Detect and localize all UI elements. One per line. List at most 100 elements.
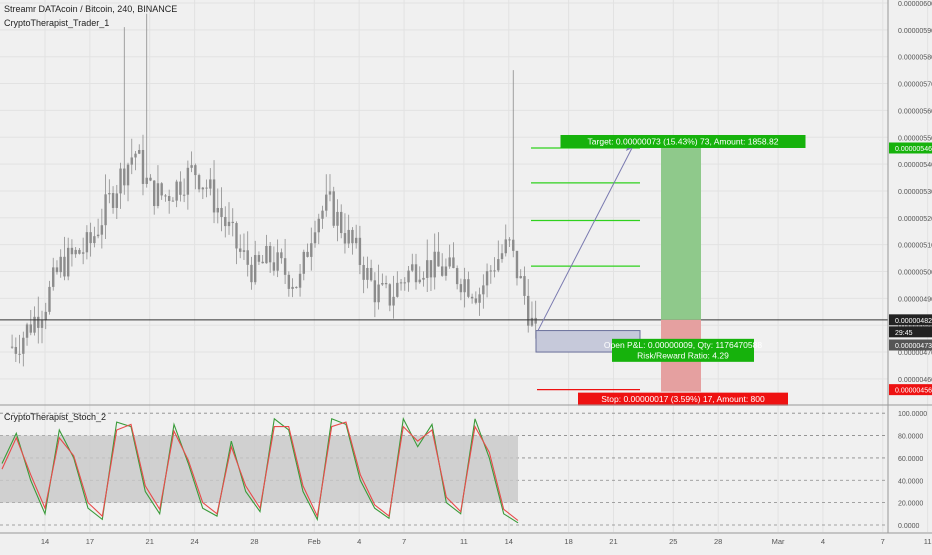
candle-body bbox=[343, 233, 347, 244]
candle-body bbox=[276, 252, 279, 271]
candle-body bbox=[145, 177, 148, 184]
secondary-price-tag: 0.00000473 bbox=[889, 339, 932, 351]
candle-body bbox=[78, 249, 81, 254]
candle-body bbox=[246, 250, 249, 265]
candle-body bbox=[418, 279, 421, 283]
stoch-tick-label: 40.0000 bbox=[898, 478, 923, 485]
candle-body bbox=[362, 264, 365, 280]
candle-body bbox=[467, 279, 470, 297]
candle-body bbox=[519, 276, 522, 279]
price-tick-label: 0.00000590 bbox=[898, 28, 932, 35]
candle-body bbox=[373, 280, 377, 303]
candle-body bbox=[81, 252, 85, 254]
candle-body bbox=[14, 346, 18, 354]
candle-body bbox=[126, 164, 130, 186]
candle-body bbox=[377, 284, 380, 303]
target-label-bg bbox=[560, 134, 806, 148]
candle-body bbox=[396, 282, 399, 297]
stop-label[interactable]: Stop: 0.00000017 (3.59%) 17, Amount: 800 bbox=[578, 392, 788, 406]
candle-body bbox=[448, 257, 451, 267]
candle-body bbox=[167, 196, 171, 201]
candle-body bbox=[351, 229, 354, 244]
candle-body bbox=[478, 294, 481, 303]
candle-body bbox=[283, 258, 287, 275]
stop-price-tag: 0.00000456 bbox=[889, 384, 932, 396]
candle-body bbox=[321, 210, 324, 219]
candle-body bbox=[186, 167, 190, 195]
candle-body bbox=[179, 181, 182, 195]
candle-body bbox=[153, 180, 156, 207]
candle-body bbox=[190, 165, 193, 168]
pnl-label[interactable]: Open P&L: 0.00000009, Qty: 1176470588Ris… bbox=[604, 338, 762, 362]
price-tick-label: 0.00000550 bbox=[898, 135, 932, 142]
price-tick-label: 0.00000600 bbox=[898, 1, 932, 8]
target-price-tag-text: 0.00000546 bbox=[895, 146, 932, 153]
candle-body bbox=[482, 285, 485, 295]
candle-body bbox=[29, 324, 32, 333]
secondary-price-tag-bg bbox=[889, 339, 932, 351]
current-price-tag-bg bbox=[889, 314, 932, 326]
candle-body bbox=[134, 153, 137, 158]
candle-body bbox=[33, 316, 36, 333]
target-label-text: Target: 0.00000073 (15.43%) 73, Amount: … bbox=[588, 136, 779, 146]
candle-body bbox=[354, 237, 358, 244]
candle-body bbox=[530, 317, 534, 326]
candle-body bbox=[123, 168, 126, 186]
stoch-tick-label: 80.0000 bbox=[898, 434, 923, 441]
candle-body bbox=[459, 284, 463, 293]
candle-body bbox=[111, 193, 115, 208]
candle-body bbox=[452, 257, 455, 269]
candle-body bbox=[250, 264, 253, 283]
target-label[interactable]: Target: 0.00000073 (15.43%) 73, Amount: … bbox=[560, 134, 806, 148]
rr-text: Risk/Reward Ratio: 4.29 bbox=[637, 350, 729, 360]
candle-body bbox=[164, 195, 167, 197]
stoch-tick-label: 0.0000 bbox=[898, 523, 920, 530]
indicator-title: CryptoTherapist_Trader_1 bbox=[4, 18, 110, 28]
symbol-title: Streamr DATAcoin / Bitcoin, 240, BINANCE bbox=[4, 4, 178, 14]
time-tick-label: 21 bbox=[609, 537, 617, 546]
candle-body bbox=[411, 264, 414, 271]
candle-body bbox=[194, 165, 197, 176]
time-tick-label: 14 bbox=[505, 537, 513, 546]
candle-body bbox=[108, 193, 111, 195]
candle-body bbox=[25, 324, 29, 338]
candle-body bbox=[437, 251, 440, 267]
candle-body bbox=[212, 179, 216, 213]
time-tick-label: 18 bbox=[564, 537, 572, 546]
candle-body bbox=[197, 175, 201, 190]
long-position-tool[interactable]: Target: 0.00000073 (15.43%) 73, Amount: … bbox=[531, 134, 806, 406]
price-tick-label: 0.00000530 bbox=[898, 189, 932, 196]
time-tick-label: 28 bbox=[714, 537, 722, 546]
target-arrow bbox=[537, 147, 633, 331]
candle-body bbox=[388, 284, 392, 306]
candle-body bbox=[220, 207, 223, 217]
candle-body bbox=[141, 149, 145, 184]
price-tick-label: 0.00000540 bbox=[898, 162, 932, 169]
candle-body bbox=[444, 266, 448, 276]
candle-body bbox=[265, 245, 268, 264]
stoch-series-1 bbox=[1, 417, 519, 524]
time-tick-label: 14 bbox=[41, 537, 49, 546]
candle-body bbox=[89, 232, 92, 244]
candle-body bbox=[130, 157, 133, 165]
candle-body bbox=[85, 232, 89, 253]
candle-body bbox=[422, 277, 425, 280]
candle-body bbox=[497, 259, 500, 271]
candle-body bbox=[253, 255, 257, 283]
candle-body bbox=[455, 268, 459, 285]
candle-body bbox=[268, 245, 272, 263]
candle-body bbox=[291, 286, 294, 289]
candle-body bbox=[523, 276, 526, 296]
candle-body bbox=[298, 273, 302, 288]
candle-body bbox=[381, 283, 384, 285]
candle-body bbox=[306, 251, 309, 257]
stop-price-tag-text: 0.00000456 bbox=[895, 388, 932, 395]
candle-body bbox=[433, 251, 436, 278]
stop-price-tag-bg bbox=[889, 384, 932, 396]
candle-body bbox=[231, 221, 234, 224]
candle-body bbox=[160, 183, 163, 196]
time-tick-label: Feb bbox=[308, 537, 321, 546]
candle-body bbox=[470, 296, 474, 299]
candle-body bbox=[407, 270, 410, 283]
candle-body bbox=[392, 296, 395, 306]
